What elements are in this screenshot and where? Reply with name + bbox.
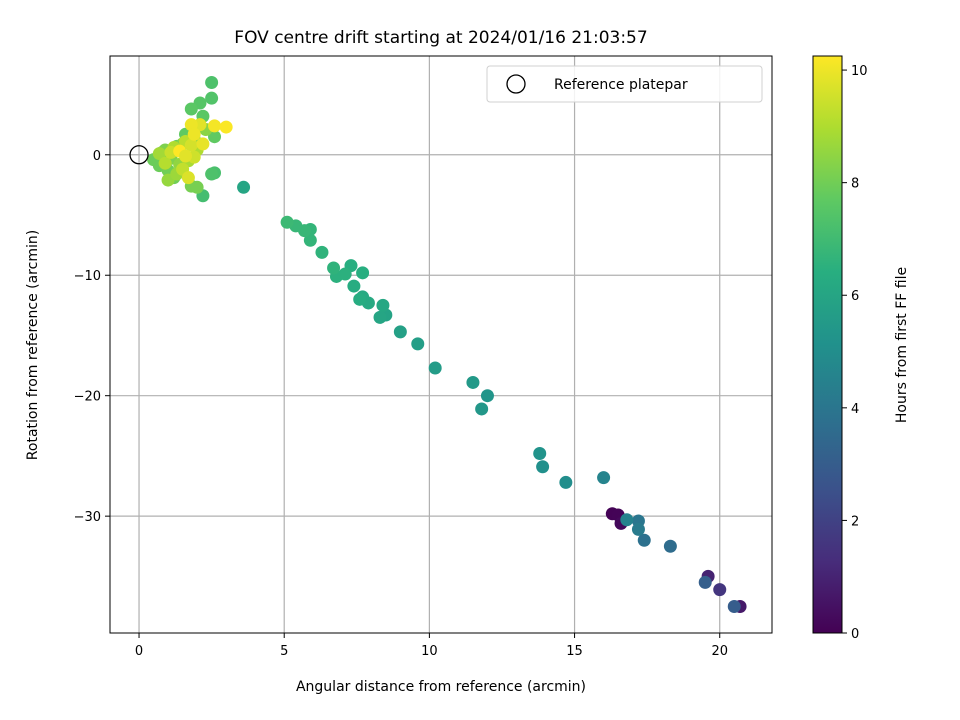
data-point (393, 325, 407, 339)
colorbar-tick-label: 0 (851, 627, 859, 642)
x-axis-ticks: 0 5 10 15 20 (135, 633, 728, 659)
data-point (373, 310, 387, 324)
data-point (480, 389, 494, 403)
data-point (152, 147, 166, 161)
data-point (597, 471, 611, 485)
data-point (466, 375, 480, 389)
data-point (237, 180, 251, 194)
data-point (303, 233, 317, 247)
colorbar-tick-label: 2 (851, 514, 859, 529)
colorbar-tick-label: 6 (851, 289, 859, 304)
data-point (663, 539, 677, 553)
data-point (184, 102, 198, 116)
colorbar-label: Hours from first FF file (894, 267, 910, 423)
y-tick-label: 0 (93, 149, 101, 164)
data-point (411, 337, 425, 351)
data-point (205, 167, 219, 181)
colorbar-frame (812, 55, 843, 634)
data-point (184, 138, 198, 152)
data-point (178, 149, 192, 163)
data-points (147, 76, 747, 613)
x-tick-label: 5 (280, 644, 288, 659)
grid-lines (110, 56, 772, 633)
data-point (698, 575, 712, 589)
y-tick-label: −10 (74, 269, 101, 284)
data-point (208, 130, 222, 144)
plot-frame (109, 55, 773, 634)
data-point (533, 447, 547, 461)
data-point (205, 91, 219, 105)
data-point (376, 298, 390, 312)
data-point (353, 292, 367, 306)
y-tick-label: −30 (74, 510, 101, 525)
legend-box (486, 65, 763, 103)
data-point (536, 460, 550, 474)
y-axis-ticks: 0 −10 −20 −30 (74, 149, 110, 525)
data-point (347, 279, 361, 293)
data-point (631, 522, 645, 536)
data-point (190, 180, 204, 194)
data-point (713, 583, 727, 597)
colorbar (813, 56, 842, 633)
data-point (620, 513, 634, 527)
chart-title: FOV centre drift starting at 2024/01/16 … (234, 28, 647, 48)
data-point (727, 599, 741, 613)
y-tick-label: −20 (74, 390, 101, 405)
data-point (196, 137, 210, 151)
x-tick-label: 15 (566, 644, 583, 659)
data-point (208, 119, 222, 133)
data-point (475, 402, 489, 416)
colorbar-tick-label: 8 (851, 177, 859, 192)
data-point (327, 261, 341, 275)
data-point (187, 127, 201, 141)
data-point (280, 215, 294, 229)
legend-entry: Reference platepar (554, 77, 688, 93)
data-point (315, 245, 329, 259)
y-axis-label: Rotation from reference (arcmin) (25, 230, 41, 460)
x-tick-label: 0 (135, 644, 143, 659)
colorbar-tick-label: 10 (851, 64, 868, 79)
data-point (428, 361, 442, 375)
x-tick-label: 20 (711, 644, 728, 659)
reference-marker (129, 145, 149, 165)
legend-marker (506, 74, 526, 94)
colorbar-tick-label: 4 (851, 402, 859, 417)
data-point (205, 76, 219, 90)
data-point (637, 533, 651, 547)
x-tick-label: 10 (421, 644, 438, 659)
data-point (158, 156, 172, 170)
data-point (559, 475, 573, 489)
data-point (219, 120, 233, 134)
colorbar-ticks: 0 2 4 6 8 10 (842, 64, 868, 642)
data-point (356, 266, 370, 280)
x-axis-label: Angular distance from reference (arcmin) (296, 679, 586, 695)
legend: Reference platepar (486, 65, 763, 103)
data-point (181, 171, 195, 185)
